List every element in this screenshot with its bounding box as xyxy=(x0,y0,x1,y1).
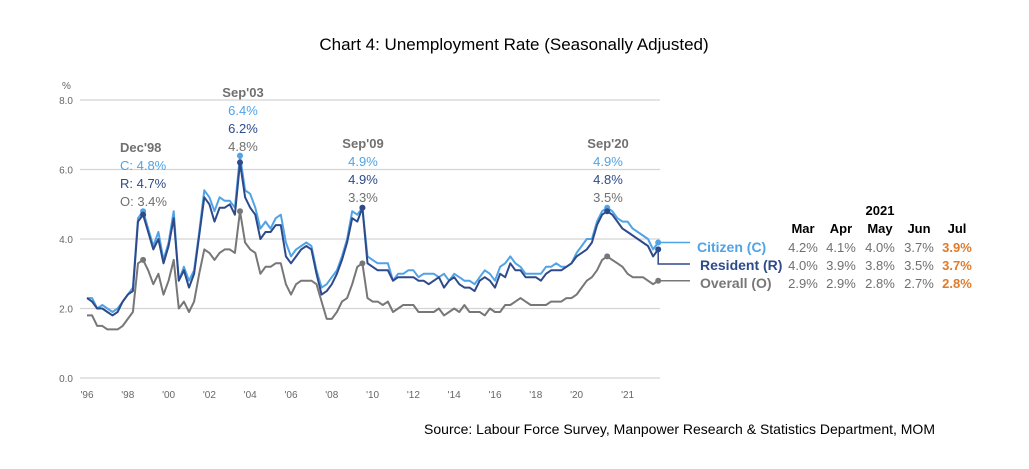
annotation-date: Sep'03 xyxy=(222,85,263,100)
annotation-resident: 4.9% xyxy=(348,172,378,187)
table-cell: 2.9% xyxy=(788,276,818,291)
series-line-overall xyxy=(87,210,659,331)
table-year: 2021 xyxy=(866,203,895,218)
annotation-overall: 3.5% xyxy=(593,190,623,205)
table-cell: 4.0% xyxy=(865,240,895,255)
table-cell: 4.2% xyxy=(788,240,818,255)
annotation-overall: O: 3.4% xyxy=(120,194,167,209)
series-line-resident xyxy=(86,161,660,317)
table-month-header: Apr xyxy=(830,221,852,236)
x-tick-label: '10 xyxy=(366,390,379,401)
data-point-marker xyxy=(140,211,147,218)
legend-leader-resident xyxy=(657,249,690,265)
y-axis-unit: % xyxy=(62,81,71,92)
legend-label: Overall (O) xyxy=(700,275,772,291)
x-tick-label: '98 xyxy=(121,390,134,401)
annotation-resident: R: 4.7% xyxy=(120,176,167,191)
table-cell: 3.7% xyxy=(904,240,934,255)
table-cell: 3.9% xyxy=(942,240,972,255)
annotation-date: Dec'98 xyxy=(120,140,161,155)
table-cell: 2.8% xyxy=(942,276,972,291)
y-tick-label: 8.0 xyxy=(59,96,73,107)
table-cell: 3.7% xyxy=(942,258,972,273)
y-tick-label: 0.0 xyxy=(59,374,73,385)
table-month-header: Mar xyxy=(791,221,814,236)
annotation-resident: 4.8% xyxy=(593,172,623,187)
x-tick-label: '06 xyxy=(284,390,297,401)
x-tick-label: '14 xyxy=(448,390,461,401)
x-tick-label: '00 xyxy=(162,390,175,401)
chart-title: Chart 4: Unemployment Rate (Seasonally A… xyxy=(319,35,708,54)
x-tick-label: '96 xyxy=(80,390,93,401)
y-tick-label: 4.0 xyxy=(59,235,73,246)
series-line-citizen xyxy=(87,154,660,313)
y-tick-label: 2.0 xyxy=(59,305,73,316)
data-point-marker xyxy=(359,204,366,211)
data-point-marker xyxy=(237,159,243,166)
annotation-citizen: 4.9% xyxy=(593,154,623,169)
table-cell: 3.5% xyxy=(904,258,934,273)
x-tick-label: '16 xyxy=(488,390,501,401)
table-cell: 3.8% xyxy=(865,258,895,273)
x-tick-label: '18 xyxy=(529,390,542,401)
table-cell: 3.9% xyxy=(826,258,856,273)
table-cell: 2.9% xyxy=(826,276,856,291)
annotation-overall: 4.8% xyxy=(228,139,258,154)
table-cell: 4.0% xyxy=(788,258,818,273)
annotation-citizen: C: 4.8% xyxy=(120,158,167,173)
annotation-date: Sep'20 xyxy=(587,136,628,151)
data-point-marker xyxy=(237,152,243,159)
x-tick-label: '02 xyxy=(203,390,216,401)
x-tick-label: '21 xyxy=(621,390,634,401)
annotation-citizen: 4.9% xyxy=(348,154,378,169)
y-tick-label: 6.0 xyxy=(59,166,73,177)
data-point-marker xyxy=(140,256,147,263)
data-point-marker xyxy=(604,208,611,215)
annotation-citizen: 6.4% xyxy=(228,103,258,118)
x-tick-label: '08 xyxy=(325,390,338,401)
data-point-marker xyxy=(604,253,611,260)
table-cell: 4.1% xyxy=(826,240,856,255)
table-month-header: May xyxy=(867,221,893,236)
legend-label: Resident (R) xyxy=(700,257,782,273)
table-month-header: Jul xyxy=(948,221,967,236)
table-cell: 2.7% xyxy=(904,276,934,291)
source-note: Source: Labour Force Survey, Manpower Re… xyxy=(424,421,935,437)
data-point-marker xyxy=(237,208,243,215)
x-tick-label: '12 xyxy=(407,390,420,401)
annotation-date: Sep'09 xyxy=(342,136,383,151)
table-month-header: Jun xyxy=(907,221,930,236)
legend-label: Citizen (C) xyxy=(697,239,766,255)
annotation-overall: 3.3% xyxy=(348,190,378,205)
annotation-resident: 6.2% xyxy=(228,121,258,136)
data-point-marker xyxy=(359,260,366,267)
x-tick-label: '04 xyxy=(244,390,257,401)
x-tick-label: '20 xyxy=(570,390,583,401)
table-cell: 2.8% xyxy=(865,276,895,291)
